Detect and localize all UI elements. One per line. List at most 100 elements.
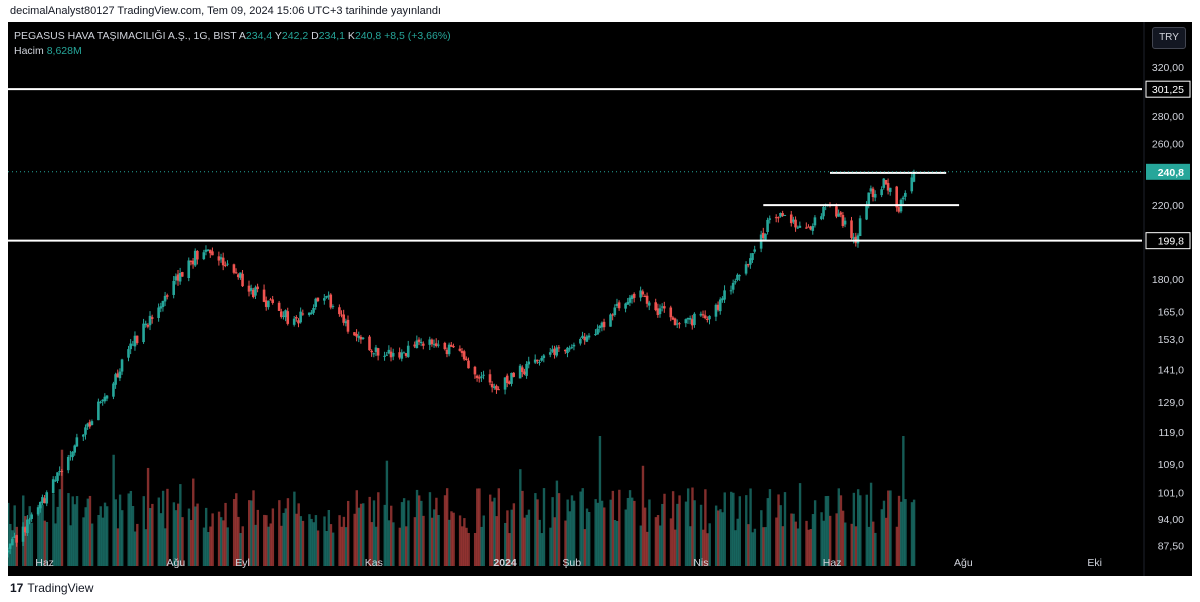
volume-bar bbox=[157, 497, 161, 566]
volume-bar bbox=[338, 515, 341, 566]
candle-body bbox=[753, 249, 756, 252]
price-tick-label: 94,00 bbox=[1158, 514, 1184, 526]
candle-body bbox=[398, 352, 401, 358]
candle-body bbox=[662, 306, 666, 309]
volume-bar bbox=[417, 495, 421, 566]
candle-body bbox=[389, 351, 393, 358]
volume-bar bbox=[189, 520, 193, 566]
candle-body bbox=[41, 497, 44, 503]
candle-body bbox=[807, 226, 810, 228]
candle-body bbox=[402, 352, 406, 354]
candle-body bbox=[480, 376, 483, 378]
volume-bar bbox=[820, 512, 823, 566]
volume-bar bbox=[736, 518, 739, 566]
candle-body bbox=[58, 471, 61, 473]
tradingview-logo: 17 TradingView bbox=[10, 581, 93, 595]
candle-body bbox=[643, 296, 647, 298]
volume-bar bbox=[798, 483, 802, 566]
candle-body bbox=[267, 300, 270, 308]
candle-body bbox=[82, 434, 85, 437]
candle-body bbox=[112, 383, 115, 397]
candle-body bbox=[103, 396, 107, 402]
volume-bar bbox=[646, 531, 649, 566]
volume-bar bbox=[226, 527, 229, 566]
candle-body bbox=[202, 252, 206, 260]
candle-body bbox=[51, 479, 55, 494]
volume-bar bbox=[129, 490, 133, 566]
time-tick-label: Haz bbox=[823, 557, 842, 569]
level-price-tag bbox=[1145, 80, 1191, 98]
volume-bar bbox=[346, 500, 350, 566]
volume-bar bbox=[536, 499, 539, 566]
candle-body bbox=[312, 307, 315, 313]
currency-button[interactable]: TRY bbox=[1152, 27, 1186, 49]
volume-bar bbox=[97, 514, 100, 566]
candle-body bbox=[391, 353, 395, 357]
volume-bar bbox=[413, 517, 417, 566]
volume-bar bbox=[30, 522, 34, 566]
candle-body bbox=[568, 348, 571, 350]
volume-bar bbox=[654, 517, 658, 566]
volume-bar bbox=[58, 489, 62, 566]
volume-bar bbox=[521, 490, 524, 566]
volume-bar bbox=[850, 523, 853, 566]
volume-bar bbox=[383, 504, 386, 566]
candle-body bbox=[66, 456, 70, 471]
volume-bar bbox=[398, 527, 402, 566]
level-price-tag bbox=[1145, 232, 1191, 250]
volume-bar bbox=[723, 492, 726, 566]
volume-bar bbox=[192, 478, 195, 566]
volume-bar bbox=[555, 480, 559, 566]
candle-body bbox=[542, 355, 546, 359]
volume-bar bbox=[572, 500, 576, 566]
candle-body bbox=[736, 274, 739, 281]
volume-bar bbox=[263, 514, 266, 566]
candle-body bbox=[331, 306, 335, 308]
candle-body bbox=[579, 339, 582, 344]
candle-body bbox=[445, 349, 449, 355]
candle-body bbox=[71, 451, 74, 458]
candle-body bbox=[187, 260, 191, 279]
candle-body bbox=[488, 374, 492, 383]
candle-body bbox=[865, 204, 868, 220]
candle-body bbox=[884, 179, 888, 185]
candle-body bbox=[505, 375, 509, 383]
volume-bar bbox=[39, 506, 42, 566]
candle-body bbox=[11, 538, 14, 546]
candle-body bbox=[447, 344, 451, 355]
volume-bar bbox=[151, 503, 154, 566]
volume-bar bbox=[45, 521, 49, 566]
candle-body bbox=[224, 265, 227, 267]
candle-body bbox=[835, 206, 838, 217]
candle-body bbox=[84, 427, 87, 435]
volume-bar bbox=[603, 507, 606, 566]
candle-body bbox=[325, 296, 328, 298]
volume-bar bbox=[508, 533, 511, 566]
volume-bar bbox=[807, 529, 810, 566]
chart-area[interactable]: 320,00 280,00 260,00 220,00 180,00 165,0 153,0… bbox=[8, 22, 1192, 576]
volume-bar bbox=[224, 502, 227, 566]
candle-body bbox=[23, 527, 27, 533]
volume-bar bbox=[420, 500, 423, 566]
candle-body bbox=[277, 302, 281, 311]
candle-body bbox=[794, 219, 797, 228]
volume-bar bbox=[316, 530, 320, 566]
volume-bar bbox=[613, 519, 617, 566]
volume-bar bbox=[551, 497, 554, 566]
volume-bar bbox=[60, 449, 64, 566]
candle-body bbox=[774, 217, 778, 219]
candle-body bbox=[699, 313, 703, 316]
volume-bar bbox=[342, 516, 346, 566]
price-chart[interactable]: 320,00 280,00 260,00 220,00 180,00 165,0 153,0… bbox=[8, 22, 1192, 576]
price-tick-label: 129,0 bbox=[1158, 397, 1184, 409]
volume-bar bbox=[579, 491, 582, 566]
candle-body bbox=[284, 310, 287, 318]
candle-body bbox=[518, 365, 522, 379]
volume-bar bbox=[813, 500, 817, 566]
candle-body bbox=[419, 341, 423, 344]
candle-body bbox=[88, 422, 92, 427]
volume-bar bbox=[510, 509, 513, 566]
volume-bar bbox=[661, 503, 664, 566]
candle-body bbox=[508, 381, 511, 384]
volume-bar bbox=[714, 505, 718, 566]
